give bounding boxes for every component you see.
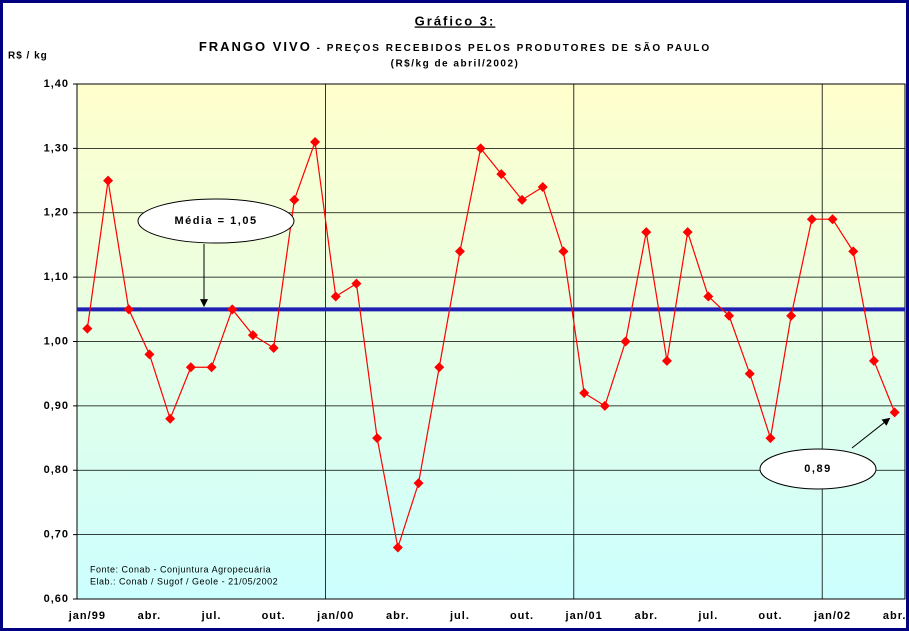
source-note: Fonte: Conab - Conjuntura Agropecuária <box>90 564 271 574</box>
y-tick-label: 1,20 <box>44 207 69 219</box>
marker <box>496 169 507 180</box>
marker <box>827 214 838 225</box>
y-tick-label: 0,60 <box>44 593 69 605</box>
marker <box>765 433 776 444</box>
marker <box>579 388 590 398</box>
marker <box>724 310 735 321</box>
marker <box>537 182 548 192</box>
marker <box>289 194 300 205</box>
series-line <box>86 141 896 548</box>
marker <box>227 304 238 315</box>
marker <box>206 362 217 373</box>
annotation-bubble <box>137 198 295 244</box>
marker <box>185 362 196 373</box>
y-tick-label: 1,10 <box>44 271 69 283</box>
marker <box>82 323 93 334</box>
y-axis-label: R$ / kg <box>8 51 48 62</box>
marker <box>475 143 486 154</box>
marker <box>330 291 341 302</box>
y-tick-label: 0,90 <box>44 400 69 412</box>
title-rest: - PREÇOS RECEBIDOS PELOS PRODUTORES DE S… <box>312 41 711 54</box>
x-tick-label: abr. <box>386 610 410 622</box>
marker <box>310 136 321 147</box>
y-tick-label: 0,70 <box>44 529 69 541</box>
x-tick-label: jan/99 <box>68 610 106 622</box>
marker <box>351 278 362 289</box>
chart-title: FRANGO VIVO - PREÇOS RECEBIDOS PELOS PRO… <box>199 39 711 54</box>
marker <box>620 336 631 347</box>
x-tick-label: jan/02 <box>813 610 851 622</box>
annotation-bubble <box>759 448 877 490</box>
y-tick-label: 1,40 <box>44 78 69 90</box>
marker <box>247 330 258 341</box>
marker <box>123 304 134 315</box>
marker <box>372 433 383 444</box>
x-tick-label: abr. <box>883 610 907 622</box>
marker <box>392 542 403 553</box>
marker <box>806 214 817 225</box>
marker <box>268 342 279 353</box>
x-tick-label: jan/01 <box>565 610 603 622</box>
marker <box>599 400 610 411</box>
x-tick-label: out. <box>510 610 534 622</box>
x-tick-label: jul. <box>697 610 718 622</box>
x-tick-label: jul. <box>201 610 222 622</box>
heading: Gráfico 3: <box>415 13 496 28</box>
marker <box>682 227 693 238</box>
y-tick-label: 0,80 <box>44 464 69 476</box>
x-tick-label: abr. <box>634 610 658 622</box>
annotation: 0,89 <box>804 463 831 475</box>
marker <box>165 413 176 424</box>
marker <box>558 246 569 257</box>
x-tick-label: jul. <box>449 610 470 622</box>
marker <box>703 291 714 302</box>
marker <box>144 349 155 360</box>
marker <box>103 175 114 186</box>
x-tick-label: abr. <box>138 610 162 622</box>
x-tick-label: jan/00 <box>316 610 354 622</box>
annotation: Média = 1,05 <box>174 215 257 227</box>
marker <box>641 227 652 238</box>
subtitle: (R$/kg de abril/2002) <box>391 59 520 70</box>
x-tick-label: out. <box>262 610 286 622</box>
marker <box>848 246 859 257</box>
source-note: Elab.: Conab / Sugof / Geole - 21/05/200… <box>90 576 278 586</box>
marker <box>434 362 445 373</box>
marker <box>744 368 755 379</box>
x-tick-label: out. <box>758 610 782 622</box>
marker <box>517 194 528 205</box>
marker <box>868 355 879 366</box>
y-tick-label: 1,00 <box>44 335 69 347</box>
annotation-arrow <box>851 417 891 449</box>
marker <box>413 478 424 489</box>
y-tick-label: 1,30 <box>44 142 69 154</box>
title-main: FRANGO VIVO <box>199 39 312 54</box>
marker <box>661 355 672 366</box>
marker <box>454 246 465 257</box>
marker <box>786 310 797 321</box>
marker <box>889 407 900 418</box>
